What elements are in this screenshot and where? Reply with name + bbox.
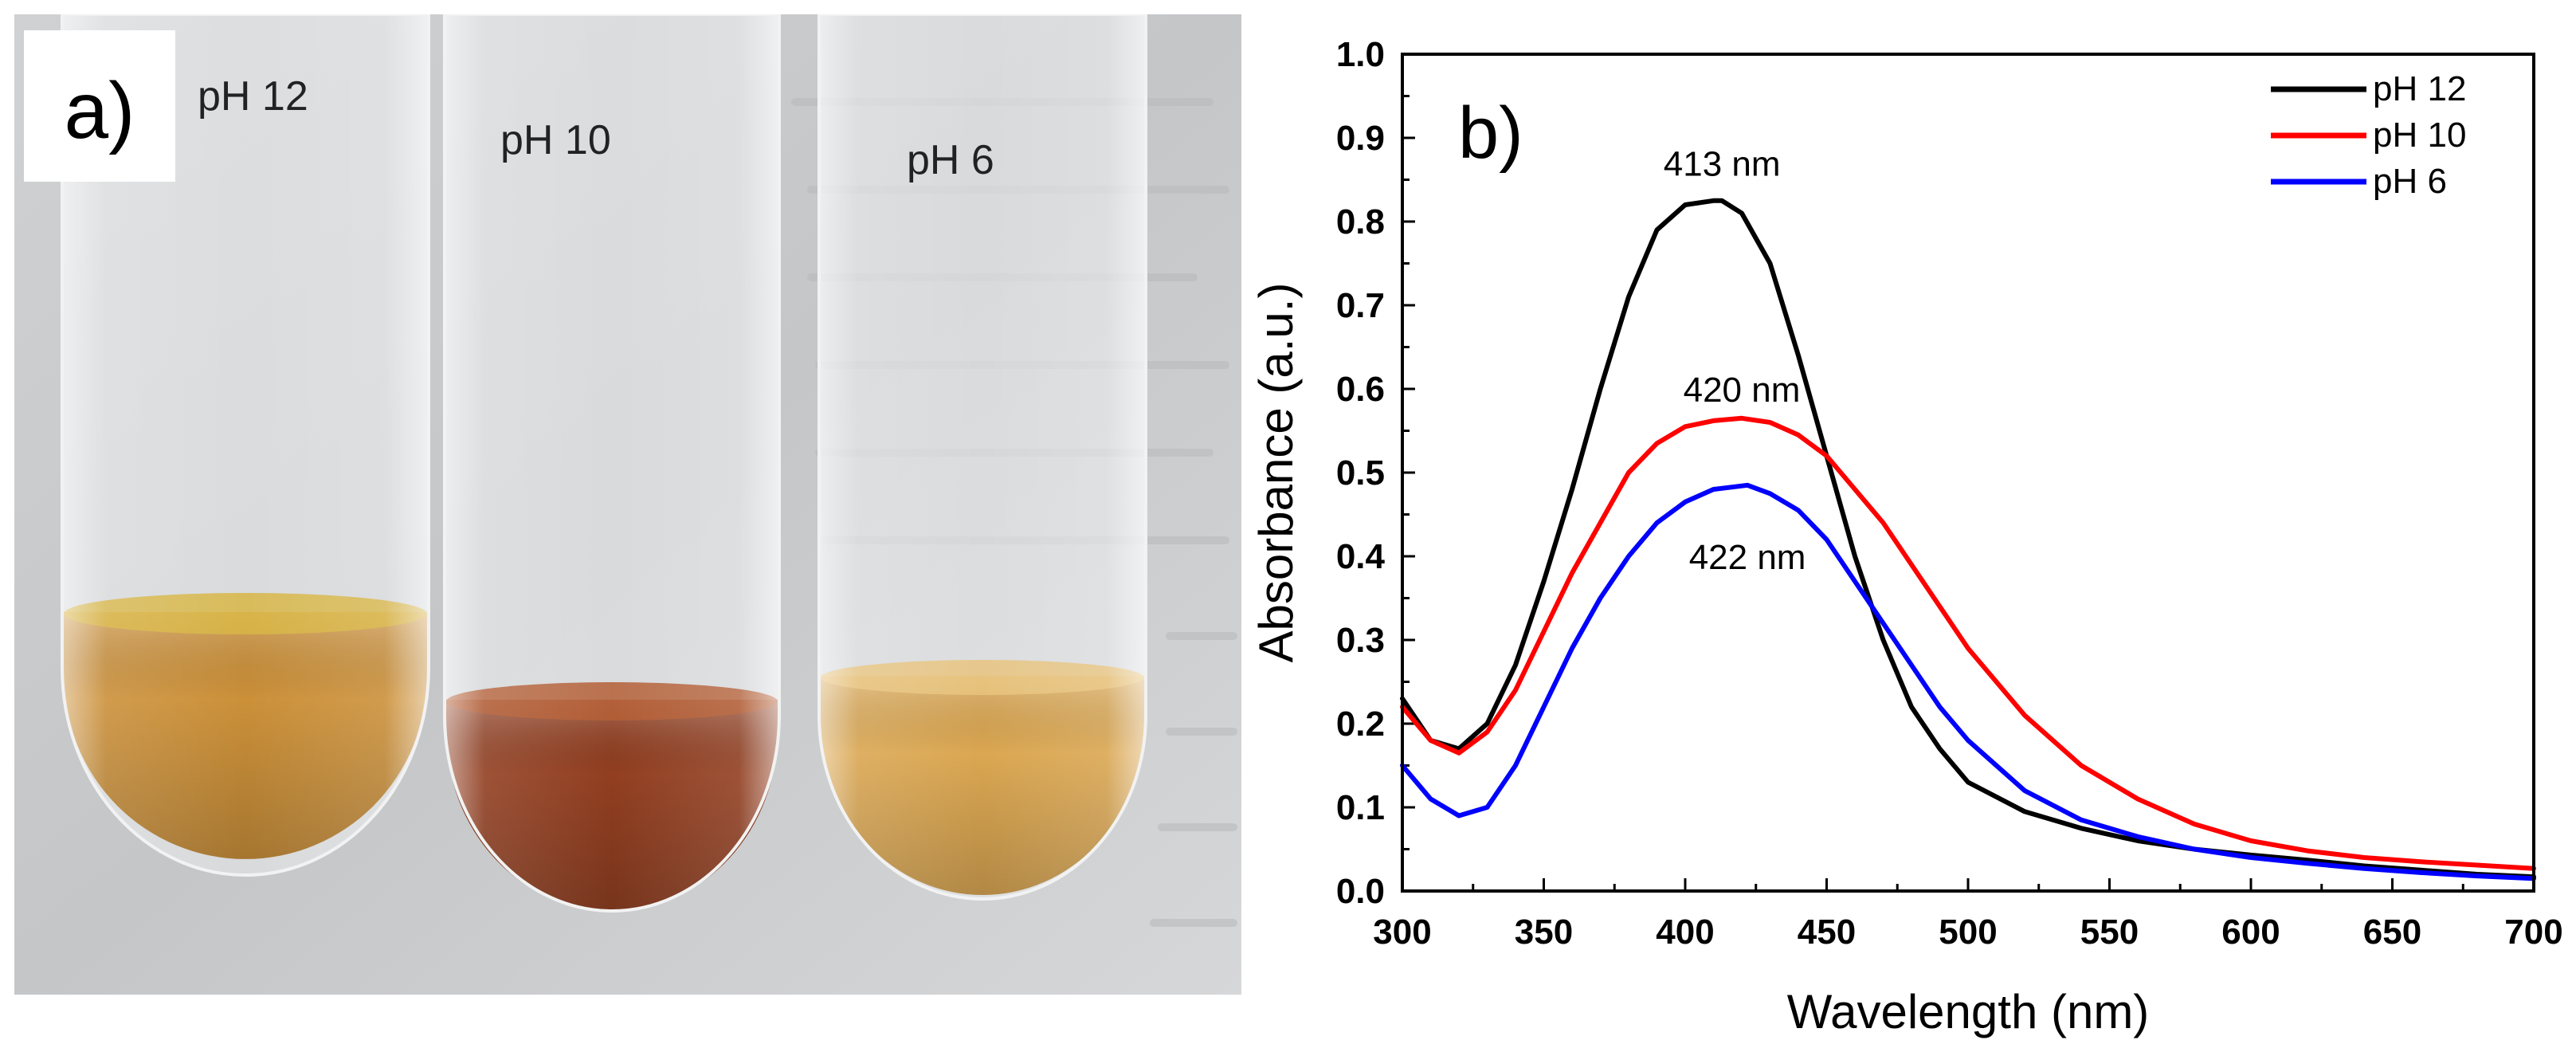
legend-label: pH 12 — [2373, 69, 2466, 108]
chart-annotations: 413 nm 420 nm 422 nm — [1664, 144, 1806, 577]
panel-a-label-box — [24, 30, 175, 182]
x-tick-label: 300 — [1373, 913, 1431, 952]
x-tick-label: 350 — [1515, 913, 1573, 952]
y-tick-label: 0.7 — [1336, 286, 1385, 325]
y-tick-label: 0.2 — [1336, 705, 1385, 744]
y-tick-label: 0.3 — [1336, 621, 1385, 660]
test-tube-ph6 — [817, 14, 1147, 901]
peak-annotation: 422 nm — [1689, 538, 1806, 577]
panel-a-label: a) — [65, 66, 135, 155]
y-tick-label: 0.9 — [1336, 119, 1385, 158]
x-tick-label: 550 — [2080, 913, 2139, 952]
plot-frame — [1401, 53, 2535, 893]
tube-label-ph10: pH 10 — [500, 117, 611, 163]
x-tick-label: 700 — [2504, 913, 2562, 952]
y-tick-label: 0.4 — [1336, 537, 1386, 576]
test-tube-ph12 — [61, 14, 430, 877]
x-axis-label: Wavelength (nm) — [1787, 985, 2150, 1038]
x-tick-label: 650 — [2363, 913, 2421, 952]
legend-label: pH 10 — [2373, 116, 2466, 155]
y-tick-label: 1.0 — [1336, 35, 1385, 74]
chart-series — [1400, 198, 2536, 881]
y-tick-label: 0.8 — [1336, 202, 1385, 241]
x-tick-label: 400 — [1656, 913, 1714, 952]
test-tube-ph10 — [443, 14, 781, 913]
x-tick-label: 500 — [1939, 913, 1997, 952]
series-line-ph10 — [1400, 415, 2536, 871]
x-tick-label: 450 — [1798, 913, 1856, 952]
test-tube-photo: a) pH 12 pH 10 pH 6 — [14, 14, 1241, 995]
peak-annotation: 420 nm — [1684, 371, 1801, 410]
absorbance-chart: 300 350 400 450 500 550 600 650 700 0.0 0.1 0.2 0.3 0… — [1249, 35, 2563, 1038]
chart-legend: pH 12 pH 10 pH 6 — [2271, 69, 2466, 201]
legend-label: pH 6 — [2373, 162, 2447, 201]
y-tick-label: 0.1 — [1336, 788, 1385, 827]
y-axis-label: Absorbance (a.u.) — [1249, 283, 1303, 663]
peak-annotation: 413 nm — [1664, 144, 1781, 183]
x-tick-label: 600 — [2221, 913, 2280, 952]
series-line-ph6 — [1400, 482, 2536, 881]
tube-label-ph6: pH 6 — [907, 137, 994, 183]
y-tick-label: 0.6 — [1336, 370, 1385, 409]
y-tick-label: 0.0 — [1336, 872, 1385, 911]
chart-ticks: 300 350 400 450 500 550 600 650 700 0.0 0.1 0.2 0.3 0… — [1336, 35, 2563, 952]
y-tick-label: 0.5 — [1336, 453, 1385, 493]
panel-b-label: b) — [1458, 92, 1523, 174]
tube-label-ph12: pH 12 — [198, 73, 308, 120]
series-line-ph12 — [1400, 198, 2536, 880]
